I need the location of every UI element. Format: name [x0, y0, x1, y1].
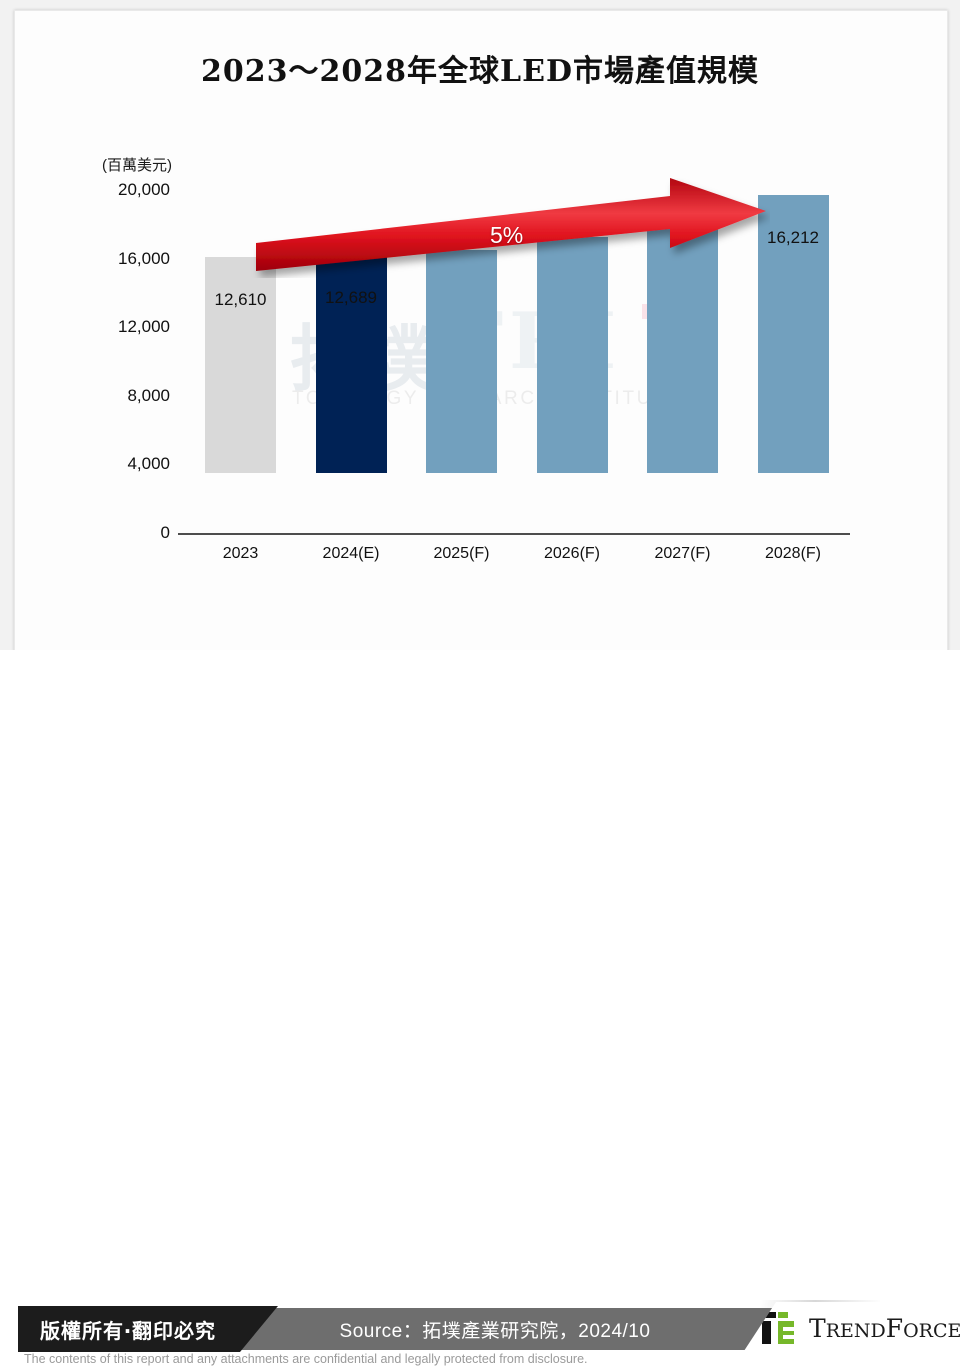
bar-2026F[interactable]	[536, 236, 608, 473]
bar-value-label: 12,610	[214, 289, 267, 309]
bar-2028F[interactable]	[757, 194, 829, 473]
copyright-badge: 版權所有‧翻印必究	[18, 1306, 278, 1352]
y-axis-tick-label: 8,000	[127, 385, 170, 405]
slide-footer: Source：拓墣產業研究院，2024/10 版權所有‧翻印必究 TRENDFO…	[0, 650, 960, 1366]
y-axis-tick-label: 20,000	[118, 180, 170, 199]
trendforce-logo-text: TRENDFORCE	[809, 1313, 960, 1343]
page-title: 2023～2028年全球LED市場產值規模	[201, 54, 759, 89]
y-axis-unit-label: (百萬美元)	[102, 157, 172, 174]
bar-value-label: 12,689	[325, 288, 377, 308]
bar-2027F[interactable]	[647, 219, 718, 473]
y-axis-tick-label: 12,000	[118, 317, 170, 337]
x-axis-tick-label: 2028(F)	[764, 545, 822, 562]
x-axis-tick-label: 2023	[222, 545, 259, 562]
bar-chart: (百萬美元) 拓墣 TRI TOPOLOGY RESEARCH INSTITUT…	[0, 0, 960, 660]
disclaimer-text: The contents of this report and any atta…	[24, 1352, 588, 1366]
bar-2023[interactable]	[205, 256, 276, 473]
x-axis-tick-label: 2027(F)	[654, 545, 711, 562]
bar-2025F[interactable]	[426, 249, 497, 473]
x-axis-tick-label: 2026(F)	[543, 545, 601, 562]
y-axis-tick-label: 4,000	[127, 454, 170, 474]
copyright-text: 版權所有‧翻印必究	[40, 1320, 216, 1343]
y-axis-tick-label: 16,000	[118, 248, 170, 268]
x-axis-tick-label: 2025(F)	[433, 545, 490, 562]
growth-rate-label: 5%	[490, 222, 524, 248]
y-axis-tick-label: 0	[160, 523, 170, 542]
trendforce-logo: TRENDFORCE	[742, 1302, 960, 1354]
x-axis-tick-label: 2024(E)	[322, 545, 380, 562]
bar-value-label: 16,212	[767, 227, 819, 247]
bar-2024E[interactable]	[315, 255, 387, 473]
x-axis-line	[178, 533, 850, 535]
